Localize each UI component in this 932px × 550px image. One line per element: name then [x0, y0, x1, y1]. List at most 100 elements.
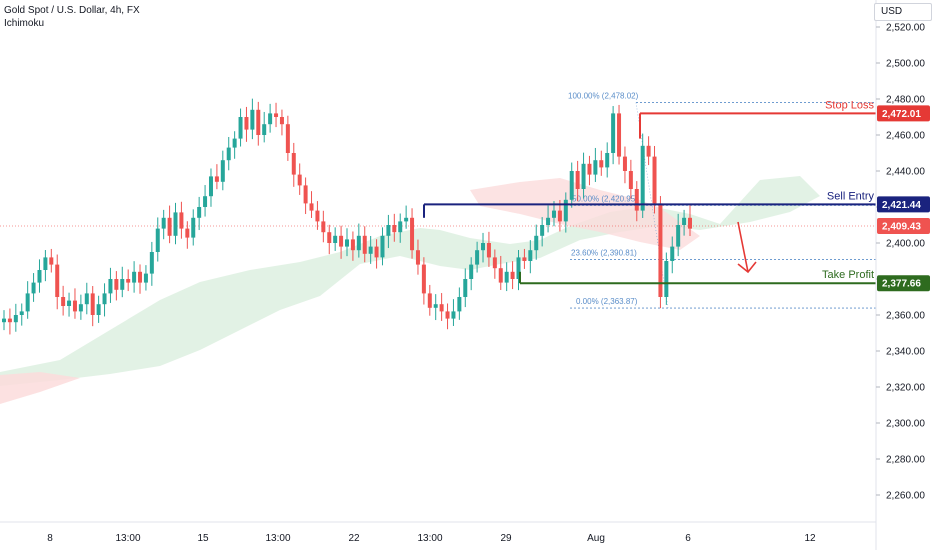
candle[interactable] [102, 283, 107, 317]
candle-body[interactable] [427, 293, 432, 308]
candle-body[interactable] [451, 311, 456, 319]
candle-body[interactable] [220, 160, 225, 182]
candle[interactable] [61, 285, 66, 316]
candle[interactable] [262, 111, 267, 143]
candle-body[interactable] [463, 279, 468, 297]
candle-body[interactable] [132, 271, 137, 283]
candle-body[interactable] [297, 174, 302, 186]
candle[interactable] [599, 150, 604, 176]
candle[interactable] [120, 266, 125, 298]
candle-body[interactable] [646, 145, 651, 157]
candle[interactable] [167, 205, 172, 244]
candle[interactable] [67, 292, 72, 317]
candle-body[interactable] [197, 207, 202, 218]
candle[interactable] [486, 231, 491, 267]
candle[interactable] [410, 208, 415, 259]
price-axis[interactable]: 2,260.00 2,280.00 2,300.00 2,320.00 2,340.00… [875, 0, 932, 550]
candle-body[interactable] [72, 300, 77, 312]
candle[interactable] [439, 293, 444, 321]
candle-body[interactable] [250, 109, 255, 130]
candle-body[interactable] [256, 109, 261, 135]
candle-body[interactable] [481, 243, 486, 251]
candle-body[interactable] [268, 113, 273, 125]
candle[interactable] [676, 213, 681, 257]
candle-body[interactable] [504, 271, 509, 283]
candle[interactable] [498, 255, 503, 290]
candle[interactable] [138, 264, 143, 294]
candle[interactable] [368, 235, 373, 264]
candle-body[interactable] [557, 210, 562, 222]
time-axis[interactable]: 8 13:00 15 13:00 22 13:00 29 Aug 6 12 [0, 521, 876, 544]
candle[interactable] [238, 108, 243, 147]
candle-body[interactable] [622, 156, 627, 171]
candle[interactable] [634, 181, 639, 222]
candle[interactable] [96, 295, 101, 323]
candle[interactable] [132, 261, 137, 293]
candle[interactable] [356, 223, 361, 258]
candle-body[interactable] [528, 250, 533, 261]
candle-body[interactable] [380, 235, 385, 258]
candle[interactable] [611, 106, 616, 165]
candle[interactable] [185, 221, 190, 249]
candle[interactable] [528, 240, 533, 274]
candle-body[interactable] [339, 235, 344, 247]
candle-body[interactable] [652, 156, 657, 204]
candle-body[interactable] [510, 271, 515, 279]
candle[interactable] [226, 136, 231, 171]
candle[interactable] [563, 192, 568, 233]
candle-body[interactable] [368, 246, 373, 254]
candle[interactable] [31, 273, 36, 302]
candle[interactable] [108, 267, 113, 303]
candle-body[interactable] [108, 279, 113, 294]
candle[interactable] [173, 202, 178, 245]
candle[interactable] [161, 209, 166, 240]
candle[interactable] [19, 303, 24, 326]
candle-body[interactable] [232, 138, 237, 148]
candle[interactable] [386, 214, 391, 249]
candle-body[interactable] [191, 217, 196, 238]
candle[interactable] [279, 109, 284, 136]
candle-body[interactable] [421, 264, 426, 294]
candle-body[interactable] [303, 185, 308, 204]
candle-body[interactable] [404, 217, 409, 222]
candle-body[interactable] [55, 264, 60, 297]
candle[interactable] [427, 284, 432, 316]
candle-body[interactable] [321, 221, 326, 233]
indicator-label[interactable]: Ichimoku [4, 18, 45, 29]
candle-body[interactable] [516, 257, 521, 279]
candle-body[interactable] [433, 304, 438, 308]
candle-body[interactable] [291, 153, 296, 175]
candle[interactable] [628, 159, 633, 199]
candle[interactable] [415, 239, 420, 275]
candle[interactable] [475, 241, 480, 273]
candle[interactable] [25, 281, 30, 319]
candle[interactable] [380, 227, 385, 266]
candle-body[interactable] [238, 117, 243, 139]
candle-body[interactable] [143, 273, 148, 283]
candle-body[interactable] [581, 163, 586, 189]
candle[interactable] [155, 217, 160, 262]
candle-body[interactable] [563, 199, 568, 222]
candle-body[interactable] [67, 300, 72, 306]
candle-body[interactable] [688, 217, 692, 229]
candle-body[interactable] [25, 293, 30, 312]
candle[interactable] [345, 228, 349, 257]
candle-body[interactable] [415, 250, 420, 265]
candle[interactable] [274, 102, 279, 128]
candle[interactable] [492, 249, 497, 279]
candle-body[interactable] [392, 225, 397, 233]
candle[interactable] [463, 268, 468, 308]
candle[interactable] [197, 196, 202, 231]
candle[interactable] [569, 162, 574, 208]
candle[interactable] [481, 232, 486, 263]
candle-body[interactable] [208, 176, 213, 197]
candle[interactable] [220, 150, 225, 191]
candle-body[interactable] [2, 318, 6, 323]
candle-body[interactable] [617, 113, 622, 157]
candle[interactable] [510, 261, 515, 290]
candle[interactable] [256, 101, 261, 146]
candle-body[interactable] [575, 171, 580, 189]
candle[interactable] [540, 217, 545, 247]
candle-body[interactable] [333, 235, 338, 243]
candle[interactable] [203, 185, 208, 217]
